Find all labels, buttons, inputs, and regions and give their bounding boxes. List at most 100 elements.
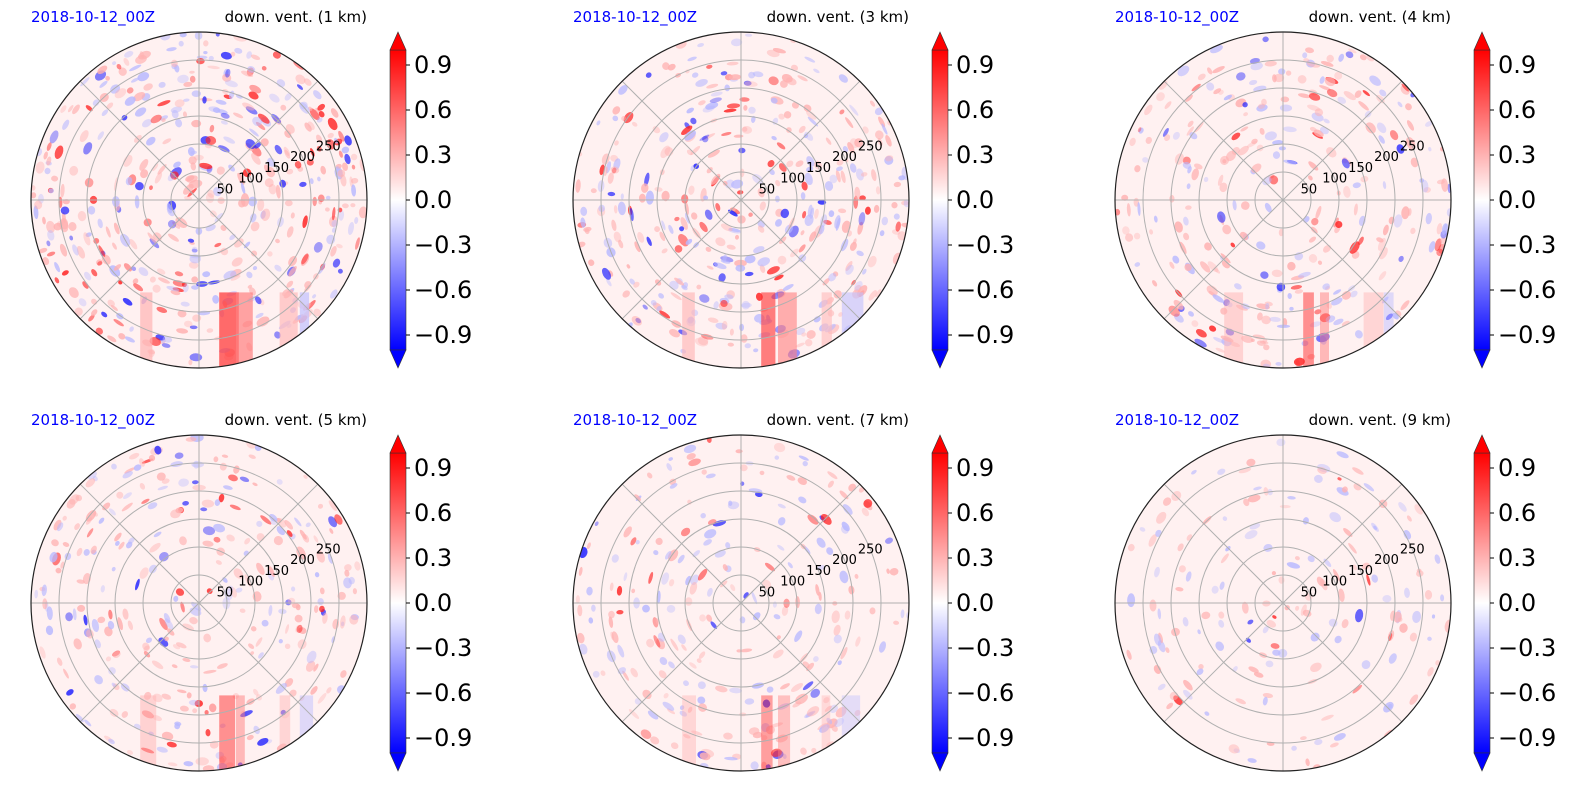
field-blob: [720, 580, 728, 588]
field-blob: [730, 584, 736, 592]
field-blob: [685, 575, 692, 586]
field-blob: [114, 532, 122, 542]
field-blob: [674, 277, 685, 286]
field-blob: [823, 697, 830, 704]
streak: [682, 695, 696, 771]
field-blob: [710, 621, 718, 630]
field-blob: [775, 219, 782, 227]
field-blob: [178, 478, 189, 487]
field-blob: [726, 103, 741, 109]
field-blob: [765, 764, 771, 769]
field-blob: [1232, 199, 1237, 211]
field-blob: [1278, 146, 1286, 151]
field-blob: [179, 705, 189, 712]
field-blob: [244, 537, 251, 545]
field-blob: [815, 584, 820, 596]
field-blob: [653, 550, 659, 556]
field-blob: [1187, 120, 1194, 128]
field-blob: [97, 616, 106, 624]
field-blob: [1175, 587, 1184, 592]
field-blob: [1218, 89, 1224, 95]
field-blob: [706, 105, 716, 110]
field-blob: [166, 741, 177, 748]
field-blob: [777, 517, 786, 526]
field-blob: [804, 172, 813, 186]
field-blob: [728, 74, 741, 81]
field-blob: [661, 572, 670, 585]
field-blob: [1235, 698, 1247, 705]
field-blob: [646, 638, 655, 648]
field-blob: [728, 209, 738, 217]
field-blob: [616, 609, 624, 615]
field-blob: [840, 170, 846, 184]
field-blob: [314, 572, 320, 578]
field-blob: [290, 212, 295, 219]
field-blob: [806, 706, 820, 717]
field-blob: [154, 172, 163, 184]
field-blob: [1336, 451, 1349, 459]
field-blob: [74, 523, 80, 531]
field-blob: [191, 276, 199, 283]
field-blob: [813, 68, 820, 74]
field-blob: [1414, 504, 1423, 515]
field-blob: [1361, 562, 1370, 570]
field-blob: [691, 730, 703, 736]
field-blob: [609, 582, 614, 592]
field-blob: [731, 38, 743, 47]
field-blob: [668, 579, 675, 587]
angular-gridline: [198, 483, 319, 604]
field-blob: [234, 238, 244, 248]
field-blob: [798, 455, 809, 461]
field-blob: [1191, 320, 1199, 327]
field-blob: [85, 509, 97, 522]
field-blob: [135, 55, 147, 64]
field-blob: [350, 177, 359, 184]
field-blob: [301, 253, 309, 265]
field-blob: [316, 134, 323, 143]
field-blob: [223, 270, 237, 280]
colorbar-tick-label: 0.0: [956, 186, 994, 214]
field-blob: [304, 122, 312, 132]
field-blob: [69, 703, 77, 710]
field-blob: [1404, 587, 1410, 598]
field-blob: [129, 326, 134, 332]
field-blob: [699, 134, 710, 141]
field-blob: [762, 699, 771, 708]
field-blob: [347, 221, 355, 236]
field-blob: [849, 241, 857, 251]
field-blob: [342, 162, 348, 171]
field-blob: [1373, 525, 1378, 530]
field-blob: [694, 337, 709, 347]
field-blob: [698, 651, 706, 659]
field-blob: [69, 494, 80, 505]
field-blob: [340, 174, 347, 187]
field-blob: [760, 735, 768, 741]
field-blob: [337, 268, 343, 274]
field-blob: [702, 133, 716, 141]
field-blob: [140, 169, 149, 179]
field-blob: [1308, 236, 1317, 243]
field-blob: [744, 81, 758, 87]
field-blob: [340, 670, 347, 678]
field-blob: [1238, 467, 1252, 474]
field-blob: [1314, 108, 1324, 117]
field-blob: [690, 145, 701, 156]
field-blob: [223, 485, 233, 490]
field-blob: [662, 701, 675, 711]
field-blob: [76, 579, 85, 584]
field-blob: [849, 163, 857, 173]
field-blob: [1139, 527, 1146, 532]
field-blob: [1283, 126, 1297, 133]
field-blob: [1242, 102, 1248, 108]
field-blob: [351, 184, 357, 197]
field-blob: [54, 145, 64, 159]
field-blob: [640, 729, 652, 740]
field-blob: [1247, 494, 1261, 503]
field-blob: [1300, 604, 1307, 616]
field-blob: [806, 330, 816, 339]
field-blob: [701, 469, 707, 475]
field-blob: [1436, 248, 1444, 256]
field-blob: [239, 476, 250, 483]
angular-gridline: [621, 602, 742, 723]
colorbar: 0.9 0.6 0.3 0.0 −0.3 −0.6 −0.9: [389, 434, 472, 772]
